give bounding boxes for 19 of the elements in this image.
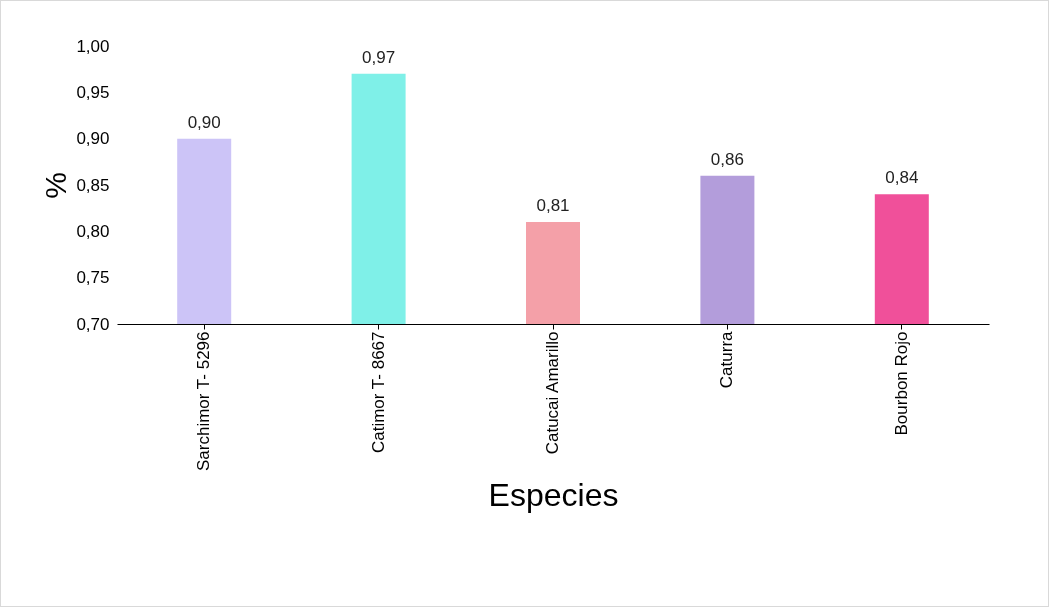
- y-tick-label: 0,90: [76, 129, 110, 149]
- x-tick-label: Catimor T- 8667: [368, 331, 388, 454]
- data-label: 0,84: [885, 168, 919, 188]
- y-tick-label: 0,80: [76, 221, 110, 241]
- data-label: 0,90: [187, 112, 221, 132]
- y-tick-label: 0,70: [76, 314, 110, 334]
- y-tick-label: 1,00: [76, 36, 110, 56]
- data-label: 0,81: [536, 196, 570, 216]
- x-tick-label: Caturra: [717, 330, 737, 389]
- y-axis-title: %: [39, 172, 73, 199]
- x-tick-label: Bourbon Rojo: [891, 331, 911, 436]
- y-tick-label: 0,95: [76, 82, 110, 102]
- x-axis-title: Especies: [488, 477, 619, 514]
- x-tick-label: Catucai Amarillo: [543, 331, 562, 455]
- data-label: 0,97: [362, 47, 396, 67]
- y-tick-label: 0,85: [76, 175, 110, 195]
- x-tick-label: Sarchimor T- 5296: [194, 331, 214, 472]
- y-tick-label: 0,75: [76, 268, 110, 288]
- data-label: 0,86: [710, 149, 744, 169]
